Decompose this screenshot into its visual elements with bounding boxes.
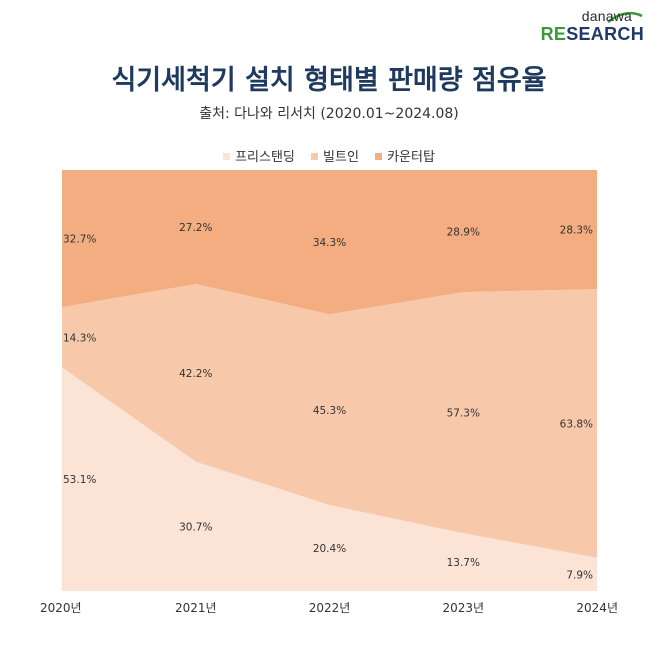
legend-item-freestanding: 프리스탠딩 [223, 146, 295, 165]
area-countertop [62, 170, 597, 315]
data-label-freestanding-1: 30.7% [179, 521, 212, 533]
data-label-builtin-3: 57.3% [447, 408, 480, 420]
chart-title: 식기세척기 설치 형태별 판매량 점유율 [111, 65, 547, 96]
data-label-builtin-4: 63.8% [560, 418, 593, 430]
legend-label-builtin: 빌트인 [323, 150, 359, 165]
data-label-freestanding-4: 7.9% [566, 569, 593, 581]
area-freestanding [62, 367, 597, 591]
x-tick-label-3: 2023년 [443, 601, 485, 615]
logo-arc-icon [607, 11, 643, 23]
legend-swatch-builtin [311, 153, 319, 160]
legend-swatch-countertop [375, 153, 383, 160]
data-label-countertop-3: 28.9% [447, 226, 480, 238]
data-label-countertop-1: 27.2% [179, 222, 212, 234]
data-label-countertop-0: 32.7% [63, 233, 96, 245]
data-label-freestanding-0: 53.1% [63, 474, 96, 486]
legend-swatch-freestanding [223, 153, 231, 160]
x-tick-label-1: 2021년 [175, 601, 217, 615]
legend-label-countertop: 카운터탑 [387, 150, 435, 165]
data-label-builtin-2: 45.3% [313, 405, 346, 417]
legend-item-countertop: 카운터탑 [375, 146, 435, 165]
data-label-countertop-4: 28.3% [560, 225, 593, 237]
logo-text-re: RE [540, 24, 567, 44]
data-label-freestanding-2: 20.4% [313, 543, 346, 555]
x-tick-label-4: 2024년 [576, 601, 618, 615]
logo-text-top: danawa [581, 8, 632, 24]
area-builtin [62, 284, 597, 558]
data-label-builtin-0: 14.3% [63, 332, 96, 344]
legend-label-freestanding: 프리스탠딩 [235, 150, 295, 165]
x-tick-label-0: 2020년 [40, 601, 82, 615]
data-label-freestanding-3: 13.7% [447, 557, 480, 569]
data-label-builtin-1: 42.2% [179, 368, 212, 380]
chart-subtitle: 출처: 다나와 리서치 (2020.01~2024.08) [199, 106, 459, 122]
chart-legend: 프리스탠딩 빌트인 카운터탑 [0, 146, 658, 165]
logo-text-rest: SEARCH [566, 24, 644, 44]
danawa-research-logo: danawa RESEARCH [534, 8, 644, 48]
logo-text-bottom: RESEARCH [541, 24, 644, 45]
x-tick-label-2: 2022년 [309, 601, 351, 615]
data-label-countertop-2: 34.3% [313, 237, 346, 249]
legend-item-builtin: 빌트인 [311, 146, 359, 165]
